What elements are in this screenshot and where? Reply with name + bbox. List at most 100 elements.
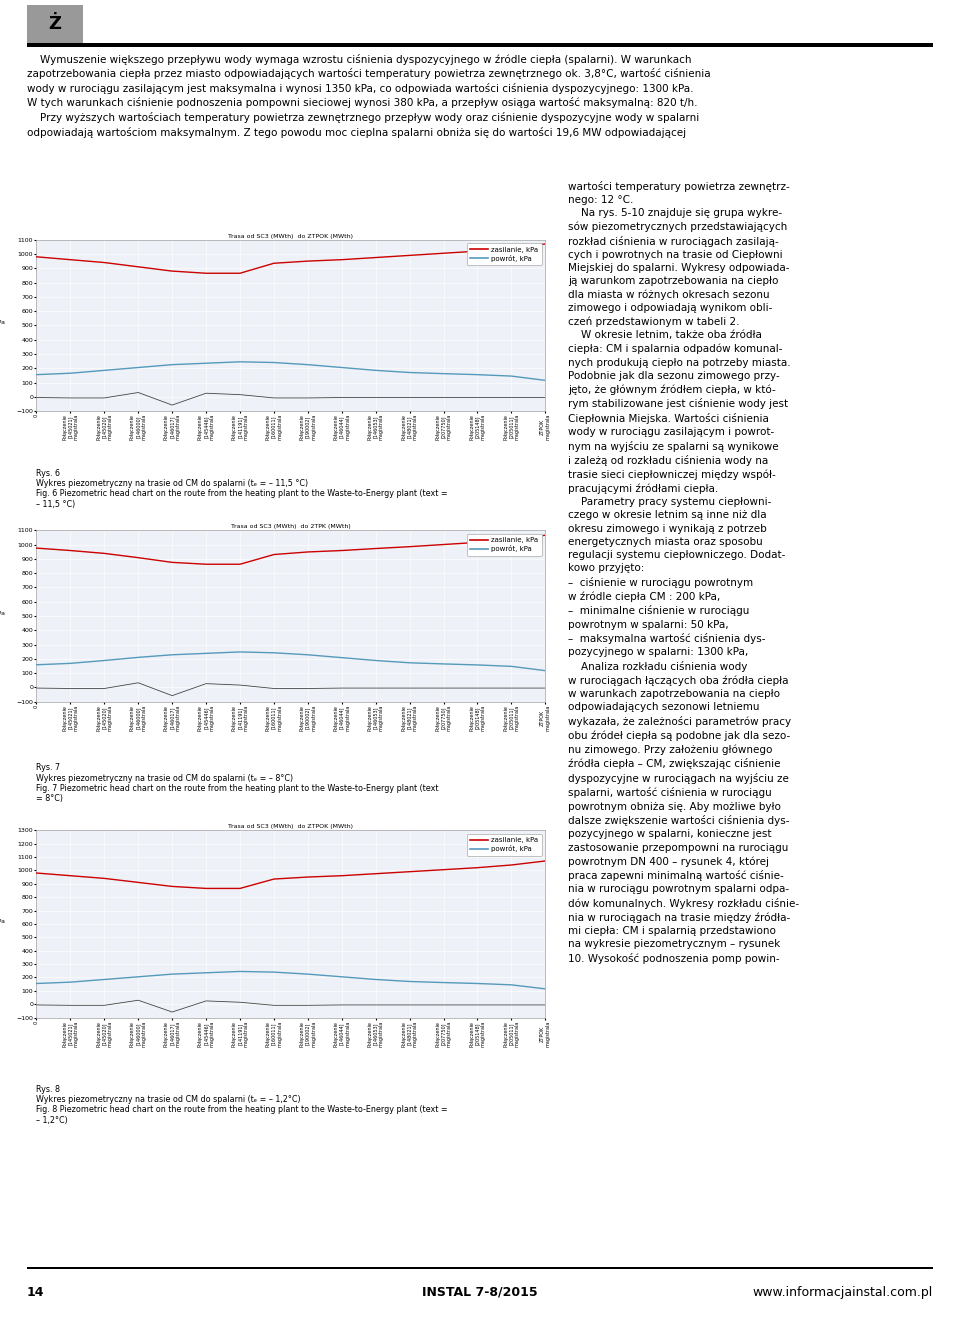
powrót, kPa xyxy=(471,975,483,991)
powrót, kPa xyxy=(540,980,551,996)
powrót, kPa xyxy=(268,645,279,661)
Title: Trasa od SC3 (MWth)  do ZTPOK (MWth): Trasa od SC3 (MWth) do ZTPOK (MWth) xyxy=(228,233,353,238)
powrót, kPa xyxy=(302,647,314,663)
powrót, kPa xyxy=(99,972,110,988)
powrót, kPa xyxy=(64,975,76,991)
zasilanie, kPa xyxy=(268,256,279,272)
zasilanie, kPa xyxy=(99,545,110,561)
zasilanie, kPa xyxy=(336,868,348,884)
zasilanie, kPa xyxy=(31,249,42,265)
powrót, kPa xyxy=(438,366,449,382)
powrót, kPa xyxy=(302,356,314,372)
Text: Wymuszenie większego przepływu wody wymaga wzrostu ciśnienia dyspozycyjnego w źr: Wymuszenie większego przepływu wody wyma… xyxy=(27,54,710,138)
powrót, kPa xyxy=(201,355,212,371)
zasilanie, kPa xyxy=(404,864,416,880)
zasilanie, kPa xyxy=(506,532,517,548)
powrót, kPa xyxy=(99,652,110,668)
powrót, kPa xyxy=(234,644,246,660)
powrót, kPa xyxy=(201,964,212,980)
zasilanie, kPa xyxy=(31,540,42,556)
zasilanie, kPa xyxy=(302,869,314,885)
zasilanie, kPa xyxy=(99,254,110,270)
zasilanie, kPa xyxy=(540,528,551,544)
zasilanie, kPa xyxy=(471,244,483,260)
powrót, kPa xyxy=(302,967,314,983)
zasilanie, kPa xyxy=(370,541,381,557)
Line: powrót, kPa: powrót, kPa xyxy=(36,652,545,671)
powrót, kPa xyxy=(471,657,483,674)
zasilanie, kPa xyxy=(234,881,246,897)
powrót, kPa xyxy=(471,367,483,383)
zasilanie, kPa xyxy=(404,248,416,264)
zasilanie, kPa xyxy=(506,240,517,256)
zasilanie, kPa xyxy=(166,262,178,279)
powrót, kPa xyxy=(201,645,212,661)
Title: Trasa od SC3 (MWth)  do ZTPOK (MWth): Trasa od SC3 (MWth) do ZTPOK (MWth) xyxy=(228,823,353,829)
zasilanie, kPa xyxy=(438,245,449,261)
Title: Trasa od SC3 (MWth)  do 2TPK (MWth): Trasa od SC3 (MWth) do 2TPK (MWth) xyxy=(231,524,350,529)
zasilanie, kPa xyxy=(132,874,144,890)
Line: zasilanie, kPa: zasilanie, kPa xyxy=(36,861,545,889)
zasilanie, kPa xyxy=(506,857,517,873)
zasilanie, kPa xyxy=(64,868,76,884)
powrót, kPa xyxy=(404,364,416,380)
powrót, kPa xyxy=(336,649,348,665)
zasilanie, kPa xyxy=(336,542,348,558)
zasilanie, kPa xyxy=(471,860,483,876)
zasilanie, kPa xyxy=(336,252,348,268)
zasilanie, kPa xyxy=(302,544,314,560)
powrót, kPa xyxy=(234,353,246,370)
powrót, kPa xyxy=(506,977,517,994)
Legend: zasilanie, kPa, powrót, kPa: zasilanie, kPa, powrót, kPa xyxy=(467,534,541,556)
Y-axis label: kPa: kPa xyxy=(0,611,5,616)
Line: zasilanie, kPa: zasilanie, kPa xyxy=(36,244,545,273)
Text: www.informacjainstal.com.pl: www.informacjainstal.com.pl xyxy=(753,1285,933,1299)
zasilanie, kPa xyxy=(234,556,246,572)
powrót, kPa xyxy=(540,663,551,679)
zasilanie, kPa xyxy=(302,253,314,269)
zasilanie, kPa xyxy=(201,881,212,897)
powrót, kPa xyxy=(438,975,449,991)
Text: INSTAL 7-8/2015: INSTAL 7-8/2015 xyxy=(422,1285,538,1299)
Text: Rys. 8
Wykres piezometryczny na trasie od CM do spalarni (tₑ = – 1,2°C)
Fig. 8 P: Rys. 8 Wykres piezometryczny na trasie o… xyxy=(36,1085,448,1125)
Legend: zasilanie, kPa, powrót, kPa: zasilanie, kPa, powrót, kPa xyxy=(467,834,541,856)
powrót, kPa xyxy=(166,356,178,372)
zasilanie, kPa xyxy=(201,556,212,572)
zasilanie, kPa xyxy=(471,534,483,550)
powrót, kPa xyxy=(166,967,178,983)
Text: 14: 14 xyxy=(27,1285,44,1299)
Text: Rys. 6
Wykres piezometryczny na trasie od CM do spalarni (tₑ = – 11,5 °C)
Fig. 6: Rys. 6 Wykres piezometryczny na trasie o… xyxy=(36,469,448,509)
zasilanie, kPa xyxy=(370,249,381,265)
powrót, kPa xyxy=(336,359,348,375)
Y-axis label: kPa: kPa xyxy=(0,919,5,924)
zasilanie, kPa xyxy=(370,865,381,881)
zasilanie, kPa xyxy=(31,865,42,881)
powrót, kPa xyxy=(370,972,381,988)
Line: powrót, kPa: powrót, kPa xyxy=(36,362,545,380)
zasilanie, kPa xyxy=(132,549,144,565)
Line: zasilanie, kPa: zasilanie, kPa xyxy=(36,536,545,564)
zasilanie, kPa xyxy=(404,538,416,554)
powrót, kPa xyxy=(268,964,279,980)
zasilanie, kPa xyxy=(99,870,110,886)
powrót, kPa xyxy=(404,973,416,990)
Text: Rys. 7
Wykres piezometryczny na trasie od CM do spalarni (tₑ = – 8°C)
Fig. 7 Pie: Rys. 7 Wykres piezometryczny na trasie o… xyxy=(36,763,439,803)
powrót, kPa xyxy=(506,368,517,384)
powrót, kPa xyxy=(166,647,178,663)
zasilanie, kPa xyxy=(268,870,279,886)
zasilanie, kPa xyxy=(132,258,144,274)
zasilanie, kPa xyxy=(166,878,178,894)
Line: powrót, kPa: powrót, kPa xyxy=(36,972,545,988)
powrót, kPa xyxy=(132,969,144,986)
powrót, kPa xyxy=(99,363,110,379)
zasilanie, kPa xyxy=(64,252,76,268)
powrót, kPa xyxy=(132,359,144,375)
Legend: zasilanie, kPa, powrót, kPa: zasilanie, kPa, powrót, kPa xyxy=(467,244,541,265)
zasilanie, kPa xyxy=(540,236,551,252)
Y-axis label: kPa: kPa xyxy=(0,320,5,325)
powrót, kPa xyxy=(234,964,246,980)
zasilanie, kPa xyxy=(438,537,449,553)
zasilanie, kPa xyxy=(64,542,76,558)
zasilanie, kPa xyxy=(166,554,178,570)
Text: wartości temperatury powietrza zewnętrz-
nego: 12 °C.
    Na rys. 5-10 znajduje : wartości temperatury powietrza zewnętrz-… xyxy=(568,181,800,964)
